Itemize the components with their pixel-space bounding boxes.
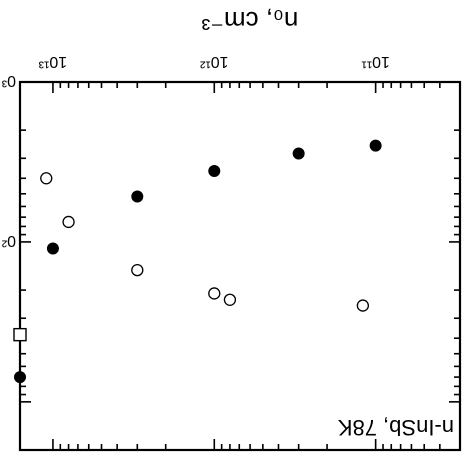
sample-annotation: n-InSb, 78K bbox=[337, 415, 454, 440]
filled-circle-marker bbox=[369, 139, 382, 152]
x-axis-title: n₀, cm⁻³ bbox=[201, 6, 298, 36]
data-markers bbox=[13, 139, 382, 384]
open-circle-marker bbox=[62, 215, 75, 229]
filled-circle-marker bbox=[14, 371, 26, 384]
x-tick-labels: 10¹¹ 10¹² 10¹³ bbox=[38, 53, 390, 70]
filled-circle-marker bbox=[131, 190, 144, 203]
filled-circle-marker bbox=[208, 164, 221, 177]
plot-frame bbox=[18, 80, 462, 452]
open-circle-marker bbox=[356, 299, 370, 312]
open-circle-marker bbox=[223, 293, 237, 306]
y-tick-label: 0³ bbox=[1, 72, 16, 89]
x-tick-label: 10¹² bbox=[199, 53, 228, 70]
open-circle-marker bbox=[208, 287, 221, 300]
x-tick-label: 10¹¹ bbox=[361, 53, 389, 70]
filled-circle-marker bbox=[46, 242, 59, 255]
rotated-plot-group: 10¹¹ 10¹² 10¹³ n₀, cm⁻³ n-InSb, 78K 0³ 0… bbox=[1, 6, 462, 452]
filled-circle-marker bbox=[292, 147, 305, 160]
open-circle-marker bbox=[40, 172, 53, 185]
open-square-marker bbox=[13, 327, 27, 342]
open-circle-marker bbox=[131, 263, 144, 277]
y-tick-label: 0² bbox=[1, 232, 16, 249]
x-tick-label: 10¹³ bbox=[38, 53, 67, 70]
axis-ticks bbox=[20, 81, 461, 451]
